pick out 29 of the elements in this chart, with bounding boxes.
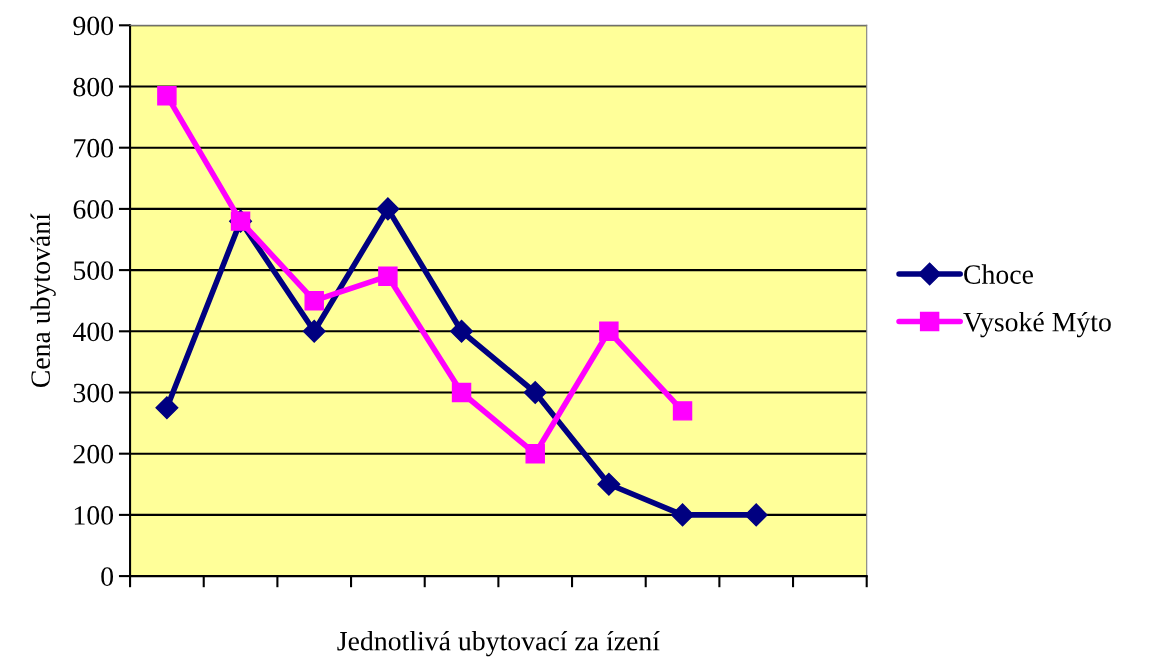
point [744,503,768,527]
y-tick-label: 400 [72,322,114,342]
point [302,319,326,343]
point [672,401,693,421]
point [155,396,179,420]
legend-label: Choce [964,264,1033,284]
point [671,503,695,527]
point [525,443,545,464]
y-tick-label: 700 [74,138,114,158]
point [157,85,177,106]
point [597,472,621,496]
y-axis-title: Cena ubytování [30,213,56,388]
y-tick-label: 300 [73,383,114,403]
point [599,321,619,342]
y-tick-label: 800 [73,77,114,97]
point [304,290,324,311]
y-tick-label: 0 [101,567,114,586]
y-tick-label: 900 [73,16,114,36]
y-tick-label: 500 [74,261,114,281]
point [523,380,547,404]
y-tick-label: 200 [73,444,114,464]
y-tick-label: 100 [74,506,114,525]
point [376,197,400,221]
legend-label: Vysoké Mýto [963,311,1111,338]
y-tick-label: 600 [73,200,114,219]
point [378,266,398,286]
point [451,382,472,403]
point [450,319,474,343]
x-axis-title: Jednotlivá ubytovací za ízení [337,630,660,657]
